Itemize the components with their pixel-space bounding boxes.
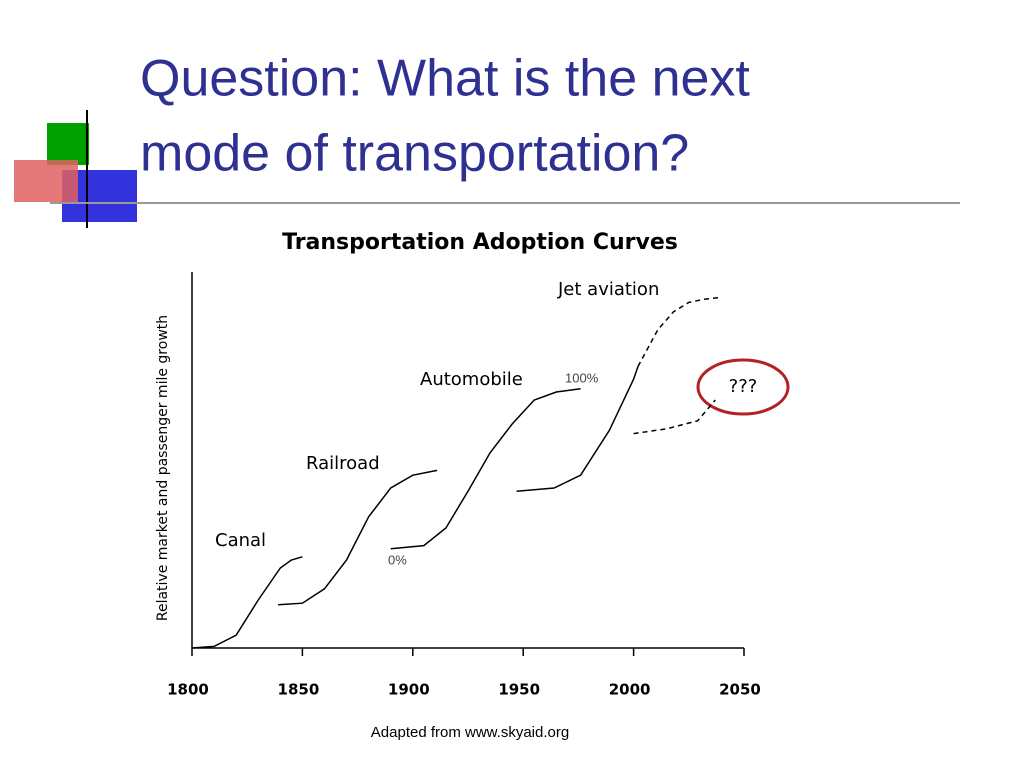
x-tick-label: 1850 [278, 681, 320, 699]
x-tick-label: 1800 [167, 681, 209, 699]
x-tick-label: 1950 [498, 681, 540, 699]
curve [637, 296, 720, 367]
curve [516, 366, 639, 492]
deco-green [47, 123, 89, 165]
curve [633, 399, 716, 435]
curve-label: ??? [729, 376, 758, 397]
deco-red [14, 160, 78, 202]
curve-label: Jet aviation [557, 279, 659, 300]
slide-title: mode of transportation? [140, 125, 689, 183]
curve [278, 469, 438, 606]
curve-label: Automobile [420, 369, 523, 390]
x-tick-label: 2000 [609, 681, 651, 699]
chart-title: Transportation Adoption Curves [282, 230, 678, 255]
curve [191, 556, 303, 649]
curve-label: Canal [215, 530, 266, 551]
y-axis-label: Relative market and passenger mile growt… [155, 315, 171, 621]
curve-label: Railroad [306, 453, 380, 474]
curve [390, 388, 581, 550]
source: Adapted from www.skyaid.org [371, 724, 569, 741]
slide-title: Question: What is the next [140, 50, 750, 108]
x-tick-label: 2050 [719, 681, 761, 699]
highlight-circle [696, 358, 790, 416]
annotation: 100% [565, 370, 599, 385]
x-tick-label: 1900 [388, 681, 430, 699]
annotation: 0% [388, 552, 407, 567]
